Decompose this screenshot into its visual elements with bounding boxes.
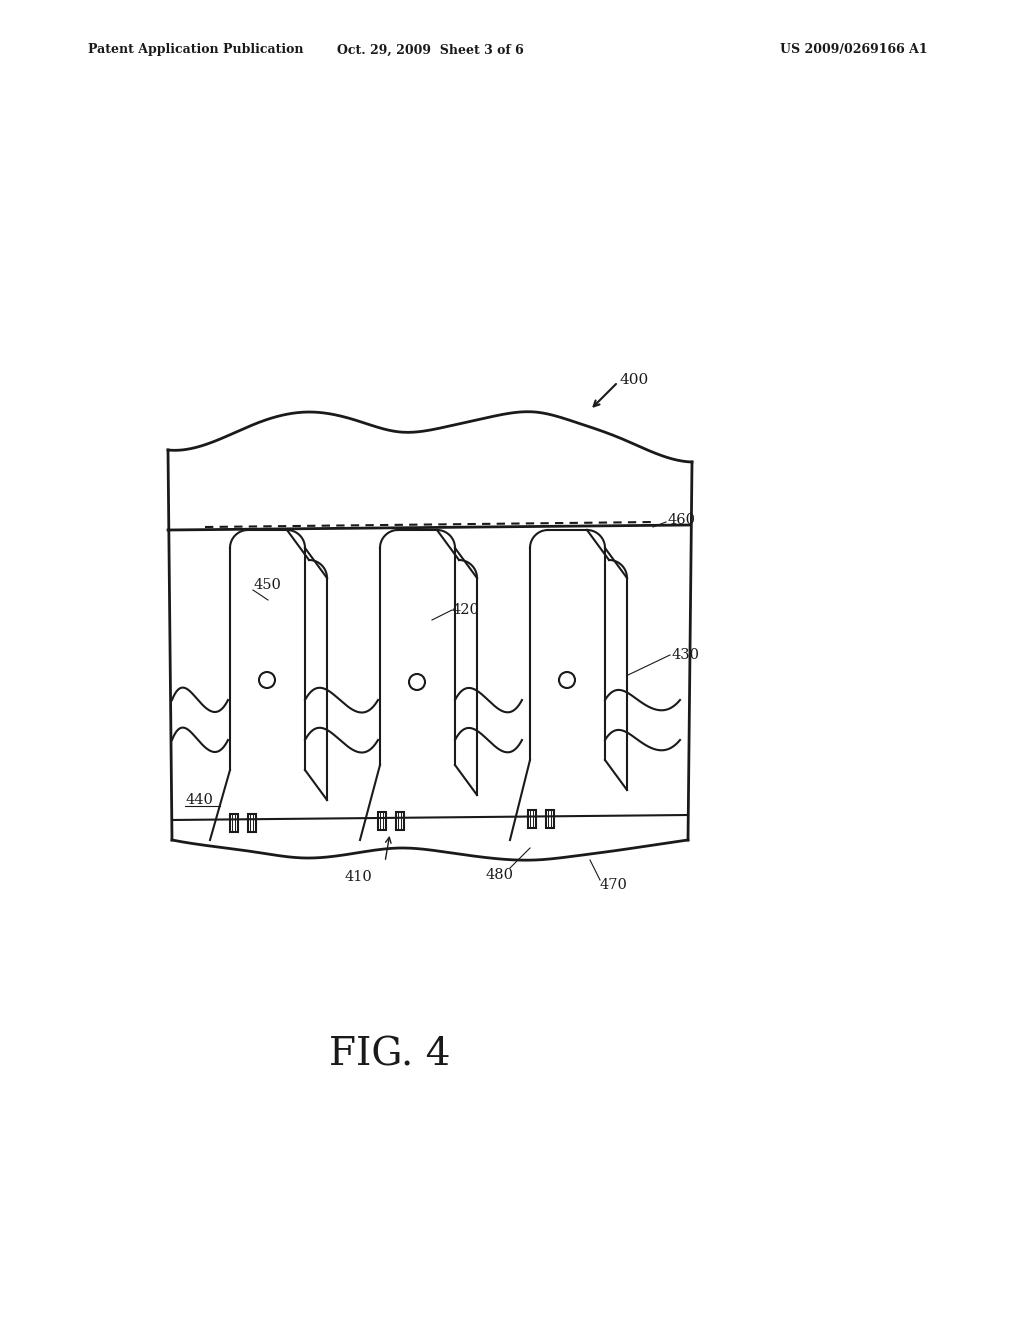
Text: 400: 400 bbox=[620, 374, 649, 387]
Text: FIG. 4: FIG. 4 bbox=[330, 1036, 451, 1073]
Bar bbox=[248, 814, 256, 832]
Text: 430: 430 bbox=[672, 648, 700, 663]
Bar bbox=[546, 810, 554, 828]
Text: US 2009/0269166 A1: US 2009/0269166 A1 bbox=[780, 44, 928, 57]
Text: Oct. 29, 2009  Sheet 3 of 6: Oct. 29, 2009 Sheet 3 of 6 bbox=[337, 44, 523, 57]
Bar bbox=[396, 812, 404, 830]
Text: 420: 420 bbox=[452, 603, 480, 616]
Text: 480: 480 bbox=[486, 869, 514, 882]
Text: Patent Application Publication: Patent Application Publication bbox=[88, 44, 303, 57]
Bar bbox=[230, 814, 238, 832]
Text: 460: 460 bbox=[668, 513, 696, 527]
Bar bbox=[378, 812, 386, 830]
Text: 410: 410 bbox=[344, 870, 372, 884]
Text: 470: 470 bbox=[600, 878, 628, 892]
Text: 440: 440 bbox=[185, 793, 213, 807]
Text: 450: 450 bbox=[253, 578, 281, 591]
Bar bbox=[528, 810, 536, 828]
